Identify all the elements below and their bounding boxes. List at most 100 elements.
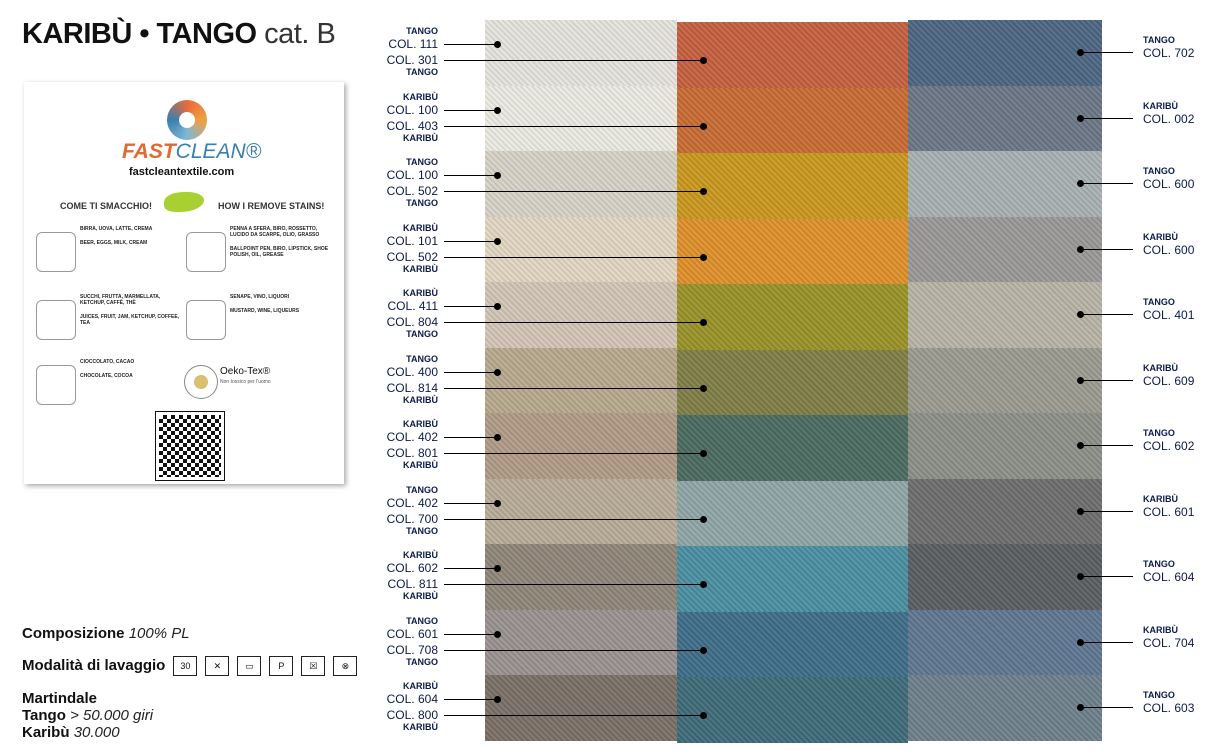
swatch-col100[interactable] [485, 151, 677, 217]
marker-dot [700, 712, 707, 719]
swatch-col600[interactable] [908, 151, 1102, 217]
color-code: COL. 401 [1143, 308, 1195, 322]
fastclean-brand: FASTCLEAN® [122, 140, 261, 164]
composition: Composizione 100% PL [22, 625, 190, 642]
swatch-col700[interactable] [677, 480, 908, 546]
collection-label: TANGO [1143, 428, 1175, 438]
swatch-col411[interactable] [485, 282, 677, 348]
martindale-label: Martindale [22, 690, 98, 707]
color-code: COL. 411 [387, 299, 438, 313]
tango-label: Tango [22, 707, 66, 724]
color-code: COL. 704 [1143, 635, 1195, 650]
swatch-col814[interactable] [677, 349, 908, 415]
leader-line [444, 437, 498, 438]
swatch-col401[interactable] [908, 282, 1102, 348]
stain-text: PENNA A SFERA, BIRO, ROSSETTO, LUCIDO DA… [230, 226, 335, 258]
color-code: COL. 402 [386, 495, 438, 510]
leader-line [444, 502, 498, 504]
leader-line [444, 371, 498, 373]
leader-line [1081, 314, 1133, 315]
swatch-col800[interactable] [677, 677, 908, 743]
color-code: COL. 301 [386, 53, 438, 67]
color-code: COL. 502 [386, 249, 438, 264]
collection-label: KARIBÙ [403, 222, 438, 233]
collection-label: KARIBÙ [403, 419, 438, 429]
color-code: COL. 804 [386, 315, 438, 329]
cake-icon [36, 365, 76, 405]
color-code: COL. 604 [386, 692, 438, 706]
swatch-col111[interactable] [485, 20, 677, 86]
leader-line [444, 240, 498, 242]
marker-dot [494, 630, 501, 638]
swatch-col602[interactable] [485, 544, 677, 610]
collection-label: KARIBÙ [1143, 231, 1178, 242]
stain-en: JUICES, FRUIT, JAM, KETCHUP, COFFEE, TEA [80, 314, 180, 326]
title-category: cat. B [264, 18, 336, 50]
stain-text: SENAPE, VINO, LIQUORI MUSTARD, WINE, LIQU… [230, 294, 335, 314]
swatch-col600[interactable] [908, 216, 1102, 282]
swatch-col603[interactable] [908, 675, 1102, 741]
collection-label: TANGO [1143, 297, 1175, 307]
stain-text: CIOCCOLATO, CACAO CHOCOLATE, COCOA [80, 359, 185, 379]
marker-dot [700, 515, 707, 523]
collection-label: TANGO [406, 353, 438, 364]
swatch-col301[interactable] [677, 22, 908, 88]
pens-icon [186, 232, 226, 272]
swatch-col704[interactable] [908, 609, 1102, 675]
color-code: COL. 600 [1143, 242, 1195, 257]
swatch-col708[interactable] [677, 611, 908, 677]
swatch-col801[interactable] [677, 415, 908, 481]
swatch-col002[interactable] [908, 85, 1102, 151]
collection-label: TANGO [1143, 559, 1175, 569]
swatch-col702[interactable] [908, 20, 1102, 86]
marker-dot [1077, 442, 1084, 449]
care-icon-1: ✕ [205, 656, 230, 676]
marker-dot [700, 319, 707, 326]
swatch-col403[interactable] [677, 87, 908, 153]
color-code: COL. 700 [386, 511, 438, 526]
collection-label: TANGO [406, 157, 438, 167]
collection-label: TANGO [406, 26, 438, 36]
swatch-col811[interactable] [677, 546, 908, 612]
swatch-col604[interactable] [908, 544, 1102, 610]
leader-line [444, 453, 704, 454]
swatch-col502[interactable] [677, 153, 908, 219]
collection-label: TANGO [406, 615, 438, 626]
swatch-col804[interactable] [677, 284, 908, 350]
swatch-col601[interactable] [908, 478, 1102, 544]
color-code: COL. 600 [1143, 177, 1195, 191]
swatch-col502[interactable] [677, 218, 908, 284]
collection-label: KARIBÙ [403, 394, 438, 405]
swatch-col604[interactable] [485, 675, 677, 741]
swatch-col101[interactable] [485, 216, 677, 282]
swatch-col402[interactable] [485, 413, 677, 479]
collection-label: TANGO [1143, 35, 1175, 45]
marker-dot [1077, 638, 1084, 646]
collection-label: KARIBÙ [1143, 493, 1178, 504]
leader-line [1081, 52, 1133, 53]
leader-line [444, 649, 704, 651]
leader-line [444, 387, 704, 389]
color-code: COL. 814 [386, 380, 438, 395]
swatch-col602[interactable] [908, 413, 1102, 479]
swatch-col601[interactable] [485, 609, 677, 675]
title-main: KARIBÙ • TANGO [22, 18, 257, 50]
collection-label: TANGO [406, 484, 438, 495]
marker-dot [700, 646, 707, 654]
collection-label: TANGO [406, 329, 438, 339]
marker-dot [1077, 507, 1084, 515]
swatch-col100[interactable] [485, 85, 677, 151]
swatch-col402[interactable] [485, 478, 677, 544]
color-code: COL. 601 [1143, 504, 1195, 519]
leader-line [1081, 510, 1133, 512]
marker-dot [494, 41, 501, 48]
leader-line [444, 60, 704, 61]
marker-dot [494, 696, 501, 703]
swatch-col609[interactable] [908, 347, 1102, 413]
leader-line [1081, 641, 1133, 643]
leader-line [1081, 445, 1133, 446]
swatch-col400[interactable] [485, 347, 677, 413]
color-code: COL. 100 [386, 102, 438, 117]
color-code: COL. 402 [386, 430, 438, 444]
color-code: COL. 403 [386, 118, 438, 133]
